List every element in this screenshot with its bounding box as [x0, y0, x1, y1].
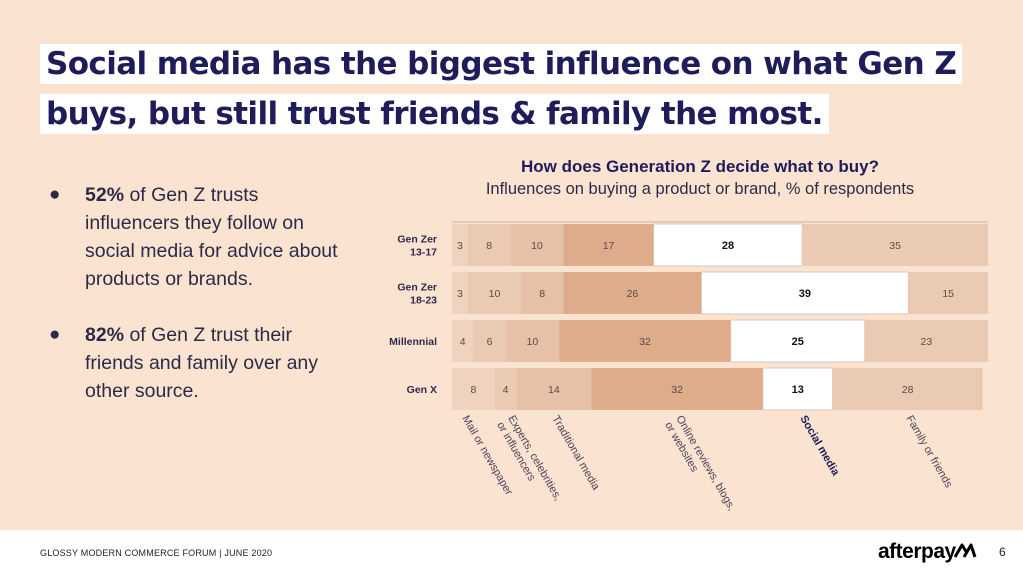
footer: GLOSSY MODERN COMMERCE FORUM | JUNE 2020… — [0, 530, 1023, 574]
bar-segment-0-4 — [653, 223, 803, 267]
bar-segment-1-5 — [908, 272, 988, 314]
bar-segment-1-3 — [563, 272, 702, 314]
bar-data-label: 4 — [460, 336, 466, 348]
bar-data-label: 13 — [792, 384, 804, 396]
bullet-text: of Gen Z trust their friends and family … — [85, 324, 319, 402]
bar-segment-1-0 — [452, 272, 468, 314]
legend-entry: Family or friends — [903, 414, 954, 491]
bar-data-label: 35 — [889, 240, 901, 252]
chart-title: How does Generation Z decide what to buy… — [521, 157, 879, 176]
bar-data-label: 3 — [457, 288, 463, 300]
page-number: 6 — [999, 545, 1006, 559]
legend-label-line: Family or friends — [903, 414, 954, 491]
bar-data-label: 6 — [487, 336, 493, 348]
bar-segment-0-5 — [802, 224, 988, 266]
bar-segment-3-2 — [516, 368, 592, 410]
bar-data-label: 32 — [671, 384, 683, 396]
legend-label: Online reviews, blogs,or websites — [662, 414, 737, 520]
category-label: Millennial — [389, 336, 437, 348]
bar-data-label: 3 — [457, 240, 463, 252]
category-label: 13-17 — [410, 247, 437, 259]
bar-data-label: 8 — [486, 240, 492, 252]
bar-data-label: 14 — [548, 384, 560, 396]
bullet-item: ● 52% of Gen Z trusts influencers they f… — [48, 181, 348, 293]
bar-segment-0-1 — [467, 224, 511, 266]
brand-logo: afterpay — [878, 540, 956, 563]
category-label: Gen Zer — [397, 234, 437, 246]
bullet-stat: 82% — [85, 324, 125, 346]
bar-data-label: 23 — [921, 336, 933, 348]
bar-data-label: 10 — [489, 288, 501, 300]
bullet-dot-icon: ● — [49, 324, 61, 345]
bar-segment-3-0 — [452, 368, 495, 410]
bar-segment-2-2 — [505, 320, 560, 362]
bar-data-label: 17 — [603, 240, 615, 252]
footer-text: GLOSSY MODERN COMMERCE FORUM | JUNE 2020 — [40, 548, 273, 558]
bar-segment-1-4 — [700, 271, 909, 315]
legend-label: Traditional media — [549, 414, 602, 493]
bar-data-label: 26 — [627, 288, 639, 300]
legend-label-line: Online reviews, blogs, — [673, 414, 737, 513]
bar-data-label: 10 — [527, 336, 539, 348]
bar-data-label: 4 — [503, 384, 509, 396]
chart-subtitle: Influences on buying a product or brand,… — [485, 180, 915, 198]
bar-data-label: 8 — [539, 288, 545, 300]
bar-segment-2-1 — [473, 320, 506, 362]
bar-segment-2-4 — [730, 319, 866, 363]
afterpay-logo-icon — [953, 543, 977, 558]
category-label: 18-23 — [410, 295, 437, 307]
legend-label: Social media — [797, 414, 841, 479]
bar-segment-2-5 — [864, 320, 988, 362]
bar-segment-0-3 — [563, 224, 654, 266]
bar-segment-1-2 — [520, 272, 564, 314]
bar-segment-1-1 — [467, 272, 521, 314]
category-label: Gen Zer — [397, 282, 437, 294]
page-title-line-1: Social media has the biggest influence o… — [40, 44, 963, 84]
bar-data-label: 10 — [531, 240, 543, 252]
bar-data-label: 15 — [942, 288, 954, 300]
legend-entry: Social media — [797, 414, 841, 479]
bar-segment-3-4 — [762, 367, 834, 411]
bar-segment-3-5 — [832, 368, 983, 410]
bar-data-label: 28 — [722, 240, 734, 252]
bullet-dot-icon: ● — [49, 184, 61, 205]
bullet-text: of Gen Z trusts influencers they follow … — [85, 184, 338, 290]
legend-entry: Traditional media — [549, 414, 602, 493]
bar-data-label: 39 — [799, 288, 811, 300]
bullet-stat: 52% — [85, 184, 125, 206]
bar-segment-3-1 — [494, 368, 517, 410]
bullet-item: ● 82% of Gen Z trust their friends and f… — [48, 321, 348, 405]
bar-data-label: 8 — [471, 384, 477, 396]
bar-segment-0-0 — [452, 224, 468, 266]
bullet-list: ● 52% of Gen Z trusts influencers they f… — [48, 181, 348, 405]
bar-segment-3-3 — [591, 368, 763, 410]
bar-data-label: 25 — [792, 336, 804, 348]
legend-entry: Online reviews, blogs,or websites — [662, 414, 737, 520]
legend-label-line: Traditional media — [549, 414, 602, 493]
bar-data-label: 28 — [902, 384, 914, 396]
legend-label: Family or friends — [903, 414, 954, 491]
bar-segment-0-2 — [510, 224, 564, 266]
bar-segment-2-3 — [559, 320, 731, 362]
bar-segment-2-0 — [452, 320, 474, 362]
category-label: Gen X — [407, 384, 437, 396]
bar-data-label: 32 — [639, 336, 651, 348]
legend-label-line: Social media — [797, 414, 841, 479]
page-title-line-2: buys, but still trust friends & family t… — [40, 94, 829, 134]
